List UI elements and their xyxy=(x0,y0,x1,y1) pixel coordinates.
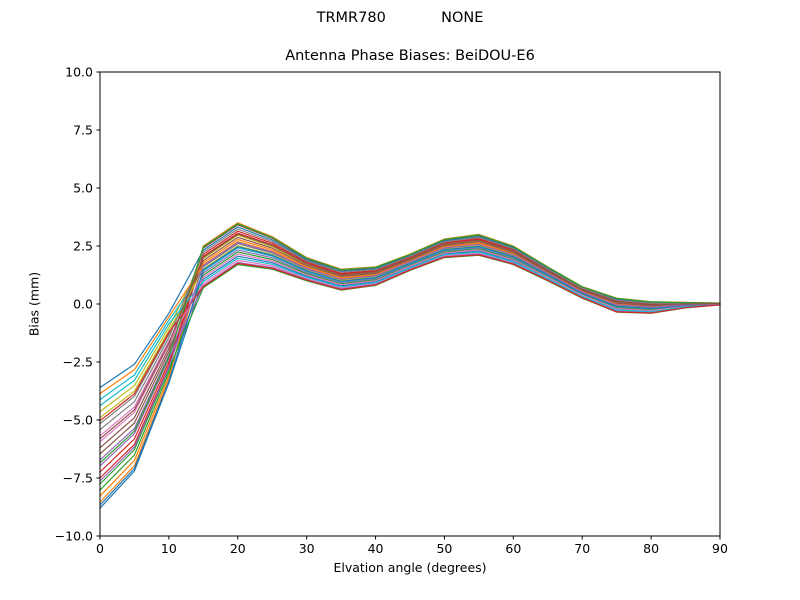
y-tick-label: 5.0 xyxy=(73,181,93,196)
series-line xyxy=(99,241,721,482)
figure-suptitle: TRMR780 NONE xyxy=(316,10,484,26)
series-line xyxy=(99,251,721,407)
y-tick-label: −7.5 xyxy=(63,471,93,486)
series-line xyxy=(99,233,721,440)
series-line xyxy=(99,248,721,491)
series-line xyxy=(99,228,721,431)
series-line xyxy=(99,238,721,497)
series-line xyxy=(99,249,721,443)
x-tick-label: 60 xyxy=(505,541,521,556)
series-line xyxy=(99,226,721,389)
y-tick-label: −2.5 xyxy=(63,355,93,370)
series-line xyxy=(99,252,721,437)
series-line xyxy=(99,254,721,422)
x-tick-label: 80 xyxy=(643,541,659,556)
x-axis-label: Elvation angle (degrees) xyxy=(333,560,487,575)
series-line xyxy=(99,250,721,509)
x-tick-label: 30 xyxy=(299,541,315,556)
y-tick-label: 10.0 xyxy=(65,65,93,80)
y-tick-label: −10.0 xyxy=(55,529,93,544)
series-line xyxy=(99,230,721,473)
x-tick-label: 10 xyxy=(161,541,177,556)
y-tick-label: −5.0 xyxy=(63,413,93,428)
series-line xyxy=(99,223,721,464)
series-line xyxy=(99,236,721,455)
y-tick-label: 0.0 xyxy=(73,297,93,312)
x-tick-label: 20 xyxy=(230,541,246,556)
series-line xyxy=(99,245,721,419)
x-tick-label: 90 xyxy=(712,541,728,556)
y-tick-label: 7.5 xyxy=(73,123,93,138)
y-tick-label: 2.5 xyxy=(73,239,93,254)
x-tick-label: 70 xyxy=(574,541,590,556)
y-axis-label: Bias (mm) xyxy=(26,271,42,337)
x-tick-label: 0 xyxy=(96,541,104,556)
x-tick-label: 50 xyxy=(436,541,452,556)
series-line xyxy=(99,245,721,506)
chart-title: Antenna Phase Biases: BeiDOU-E6 xyxy=(285,48,535,64)
x-tick-label: 40 xyxy=(368,541,384,556)
